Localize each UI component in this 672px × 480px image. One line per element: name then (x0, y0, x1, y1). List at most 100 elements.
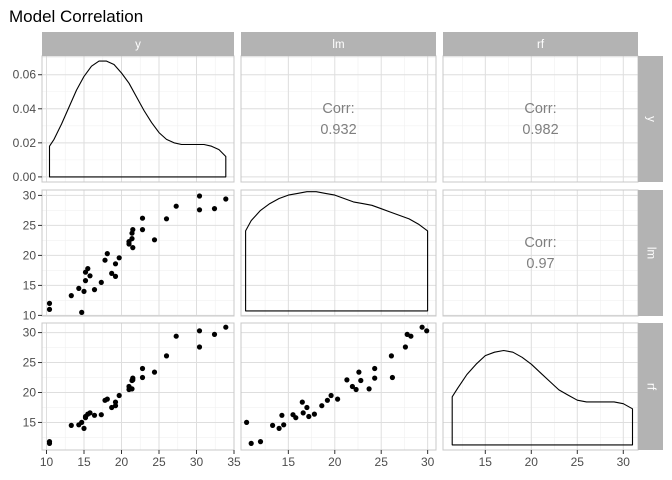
chart-title: Model Correlation (9, 7, 143, 26)
scatter-point (151, 369, 158, 375)
scatter-point (163, 216, 170, 222)
scatter-point (109, 270, 115, 276)
scatter-point (388, 353, 394, 359)
scatter-point (299, 399, 305, 405)
scatter-point (139, 215, 146, 221)
scatter-point (130, 377, 136, 383)
scatter-point (356, 369, 362, 375)
strip-label: y (645, 116, 657, 122)
corr-value: 0.982 (522, 122, 558, 138)
panel-y-lm: Corr: 0.932 (240, 55, 437, 183)
y-tick-label: 0.00 (13, 170, 37, 184)
scatter-point (389, 374, 395, 381)
scatter-point (139, 374, 146, 381)
scatter-point (366, 386, 372, 392)
x-tick-label: 30 (190, 455, 204, 469)
corr-label: Corr: (524, 101, 556, 117)
y-tick-label: 10 (23, 308, 37, 322)
scatter-point (68, 293, 74, 299)
x-tick-label: 30 (617, 455, 631, 469)
x-tick-label: 15 (77, 455, 91, 469)
x-tick-label: 20 (115, 455, 129, 469)
scatter-point (112, 273, 119, 279)
strip-label: lm (332, 39, 344, 51)
panel-y-y (41, 55, 235, 183)
scatter-point (81, 425, 87, 431)
x-axis-y: 10 15 20 25 30 35 (40, 450, 241, 469)
scatter-point (281, 422, 287, 428)
y-tick-label: 20 (23, 385, 37, 399)
scatter-point (104, 251, 110, 257)
y-tick-label: 0.02 (13, 136, 37, 150)
scatter-point (290, 412, 296, 418)
scatter-point (173, 203, 179, 209)
x-axis-rf: 15 20 25 30 (479, 450, 631, 469)
scatter-point (335, 396, 341, 402)
scatter-point (372, 375, 378, 381)
scatter-point (173, 333, 179, 339)
y-tick-label: 15 (23, 278, 37, 292)
panel-background (42, 323, 234, 450)
scatter-point (126, 241, 132, 247)
scatter-point (419, 324, 425, 330)
panel-border (41, 322, 235, 451)
y-tick-label: 0.06 (13, 68, 37, 82)
scatter-point (372, 365, 378, 372)
density-curve-y (48, 60, 227, 178)
strip-right-rf: rf (638, 323, 663, 450)
scatter-point (87, 410, 93, 416)
corr-label: Corr: (322, 101, 354, 117)
strip-label: y (135, 39, 141, 51)
strip-label: rf (537, 39, 545, 51)
scatter-point (196, 328, 203, 334)
scatter-point (79, 309, 85, 315)
x-tick-label: 15 (479, 455, 493, 469)
panel-background (443, 190, 638, 316)
y-tick-label: 0.04 (13, 102, 37, 116)
scatter-point (319, 403, 325, 409)
scatter-point (102, 257, 108, 263)
strip-background (42, 32, 234, 56)
scatter-point (223, 324, 229, 330)
scatter-point (270, 422, 276, 428)
scatter-point (104, 396, 110, 402)
scatter-point (79, 419, 85, 425)
scatter-point (151, 237, 158, 243)
panel-background (42, 190, 234, 316)
x-tick-label: 25 (375, 455, 389, 469)
y-axis-lm: 10 15 20 25 30 (23, 188, 42, 322)
scatter-point (244, 419, 250, 425)
panel-border (240, 189, 437, 317)
scatter-point (85, 266, 91, 272)
scatter-point (276, 425, 282, 431)
scatter-point (328, 392, 334, 399)
scatter-point (130, 227, 136, 233)
strip-label: lm (645, 247, 657, 259)
y-axis-rf: 15 20 25 30 (23, 326, 42, 429)
panels-layer: Corr: 0.932 Corr: 0.982 Corr: 0.97 (41, 55, 639, 451)
scatter-point (300, 410, 306, 416)
strip-background (638, 323, 663, 450)
strip-background (638, 56, 663, 182)
scatter-point (248, 440, 254, 446)
scatter-point (46, 300, 53, 306)
axes-layer: 10 15 20 25 30 35 15 20 25 30 15 20 25 30 0.00 0.02 0.04… (13, 68, 631, 469)
x-tick-label: 10 (40, 455, 54, 469)
scatter-point (404, 331, 410, 337)
x-axis-lm: 15 20 25 30 (282, 450, 435, 469)
density-curve-lm (245, 191, 429, 312)
panel-lm-lm (240, 189, 437, 317)
scatter-point (129, 386, 135, 392)
panel-background (241, 56, 436, 182)
scatter-point (306, 413, 312, 420)
scatter-point (211, 331, 218, 337)
y-tick-label: 25 (23, 356, 37, 370)
y-axis-y: 0.00 0.02 0.04 0.06 (13, 68, 42, 184)
scatter-point (91, 287, 98, 293)
scatter-point (257, 439, 264, 445)
scatter-point (112, 403, 119, 409)
x-tick-label: 15 (282, 455, 296, 469)
scatter-point (196, 193, 203, 199)
scatter-point (76, 285, 82, 291)
